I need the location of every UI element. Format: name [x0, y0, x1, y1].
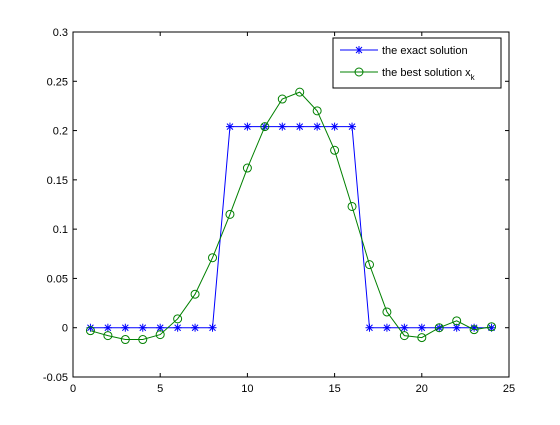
data-point [347, 201, 357, 211]
y-tick-label: 0.15 [47, 175, 68, 187]
y-tick-label: 0.3 [53, 27, 68, 39]
data-point [399, 331, 409, 341]
data-point [156, 323, 165, 332]
legend: the exact solution the best solution xk [332, 37, 502, 89]
y-tick-label: 0.05 [47, 273, 68, 285]
data-point [103, 331, 113, 341]
data-point [173, 314, 183, 324]
data-point [121, 323, 130, 332]
data-point [155, 330, 165, 340]
data-point [278, 122, 287, 131]
data-point [85, 326, 95, 336]
data-point [208, 253, 218, 263]
plot-area [72, 31, 510, 378]
data-point [243, 122, 252, 131]
y-tick-label: 0.25 [47, 76, 68, 88]
data-point [417, 333, 427, 343]
data-point [417, 323, 426, 332]
legend-marker-best [354, 67, 364, 77]
series-lines [85, 87, 497, 345]
data-point [173, 323, 182, 332]
data-point [190, 289, 200, 299]
y-tick-label: -0.05 [43, 372, 68, 384]
legend-label-exact: the exact solution [382, 45, 468, 57]
data-point [312, 106, 322, 116]
legend-label-best-text: the best solution x [382, 67, 471, 79]
data-point [400, 323, 409, 332]
series-line-1 [90, 91, 492, 341]
x-tick-label: 15 [328, 383, 340, 395]
y-tick-label: 0 [62, 323, 68, 335]
data-point [277, 94, 287, 104]
data-point [365, 323, 374, 332]
data-point [487, 322, 497, 332]
data-point [382, 307, 392, 317]
data-point [348, 122, 357, 131]
legend-label-best: the best solution xk [382, 67, 476, 82]
data-point [295, 87, 305, 97]
x-tick-label: 10 [241, 383, 253, 395]
data-point [242, 163, 252, 173]
data-point [138, 323, 147, 332]
legend-box [332, 37, 502, 89]
data-point [330, 145, 340, 155]
data-point [382, 323, 391, 332]
data-point [295, 122, 304, 131]
x-tick-label: 20 [416, 383, 428, 395]
x-tick-label: 5 [157, 383, 163, 395]
data-point [487, 323, 496, 332]
legend-marker-exact [355, 46, 363, 54]
y-tick-label: 0.1 [53, 224, 68, 236]
data-point [120, 335, 130, 345]
x-tick-label: 0 [70, 383, 76, 395]
data-point [225, 209, 235, 219]
data-point [191, 323, 200, 332]
data-point [225, 122, 234, 131]
data-point [138, 335, 148, 345]
legend-label-best-subscript: k [471, 73, 476, 82]
data-point [364, 260, 374, 270]
data-point [313, 122, 322, 131]
data-point [260, 122, 270, 132]
y-tick-label: 0.2 [53, 126, 68, 138]
data-point [103, 323, 112, 332]
data-point [208, 323, 217, 332]
data-point [469, 325, 479, 335]
x-tick-label: 25 [503, 383, 515, 395]
data-point [434, 323, 444, 333]
data-point [452, 316, 462, 326]
data-point [330, 122, 339, 131]
